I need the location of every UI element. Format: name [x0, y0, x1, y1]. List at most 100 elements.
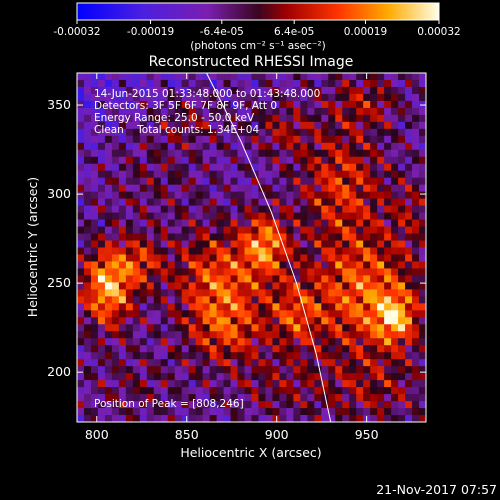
heatmap-pixel: [146, 93, 155, 102]
heatmap-pixel: [230, 415, 239, 422]
heatmap-pixel: [251, 408, 260, 416]
heatmap-pixel: [118, 408, 127, 416]
heatmap-pixel: [258, 317, 267, 325]
heatmap-pixel: [342, 177, 350, 186]
heatmap-pixel: [244, 261, 253, 270]
heatmap-pixel: [174, 352, 183, 360]
heatmap-pixel: [181, 135, 190, 144]
heatmap-pixel: [286, 156, 294, 165]
heatmap-pixel: [181, 296, 190, 304]
heatmap-pixel: [286, 296, 294, 304]
heatmap-pixel: [202, 331, 211, 339]
heatmap-pixel: [111, 415, 120, 422]
heatmap-pixel: [377, 394, 385, 402]
heatmap-pixel: [251, 310, 260, 318]
heatmap-pixel: [216, 240, 225, 249]
heatmap-pixel: [146, 317, 155, 325]
heatmap-pixel: [202, 233, 211, 242]
heatmap-pixel: [293, 359, 301, 367]
heatmap-pixel: [167, 303, 176, 311]
heatmap-pixel: [363, 121, 371, 130]
heatmap-pixel: [258, 331, 267, 339]
heatmap-pixel: [230, 303, 239, 311]
heatmap-pixel: [160, 394, 169, 402]
heatmap-pixel: [307, 352, 315, 360]
heatmap-pixel: [300, 73, 308, 81]
heatmap-pixel: [160, 338, 169, 346]
heatmap-pixel: [139, 226, 148, 235]
heatmap-pixel: [90, 184, 99, 193]
heatmap-pixel: [293, 254, 301, 263]
heatmap-pixel: [321, 289, 329, 297]
heatmap-pixel: [153, 93, 162, 102]
heatmap-pixel: [167, 394, 176, 402]
heatmap-pixel: [167, 268, 176, 277]
heatmap-pixel: [223, 163, 232, 172]
heatmap-pixel: [125, 415, 134, 422]
heatmap-pixel: [223, 170, 232, 179]
heatmap-pixel: [202, 408, 211, 416]
heatmap-pixel: [342, 121, 350, 130]
heatmap-pixel: [377, 401, 385, 409]
heatmap-pixel: [111, 93, 120, 102]
heatmap-pixel: [377, 345, 385, 353]
heatmap-pixel: [216, 198, 225, 207]
heatmap-pixel: [83, 100, 92, 109]
heatmap-pixel: [286, 352, 294, 360]
heatmap-pixel: [97, 142, 106, 151]
heatmap-pixel: [118, 128, 127, 137]
heatmap-pixel: [216, 282, 225, 290]
heatmap-pixel: [335, 86, 343, 95]
heatmap-pixel: [104, 121, 113, 130]
heatmap-pixel: [195, 275, 204, 283]
heatmap-pixel: [384, 366, 392, 374]
heatmap-pixel: [216, 128, 225, 137]
heatmap-pixel: [258, 366, 267, 374]
heatmap-pixel: [398, 219, 406, 228]
heatmap-pixel: [132, 93, 141, 102]
heatmap-pixel: [244, 268, 253, 277]
heatmap-pixel: [153, 268, 162, 277]
heatmap-pixel: [188, 296, 197, 304]
heatmap-pixel: [77, 156, 85, 165]
heatmap-pixel: [405, 331, 413, 339]
heatmap-pixel: [335, 191, 343, 200]
heatmap-pixel: [118, 170, 127, 179]
heatmap-pixel: [412, 170, 420, 179]
heatmap-pixel: [279, 254, 287, 263]
heatmap-pixel: [419, 184, 426, 193]
heatmap-pixel: [223, 387, 232, 395]
heatmap-pixel: [321, 121, 329, 130]
heatmap-pixel: [83, 240, 92, 249]
heatmap-pixel: [118, 373, 127, 381]
heatmap-pixel: [153, 128, 162, 137]
colorbar-tick-label: -0.00032: [53, 26, 100, 38]
heatmap-pixel: [139, 184, 148, 193]
heatmap-pixel: [258, 149, 267, 158]
heatmap-pixel: [272, 352, 281, 360]
heatmap-pixel: [77, 338, 85, 346]
heatmap-pixel: [328, 394, 336, 402]
heatmap-pixel: [244, 170, 253, 179]
heatmap-pixel: [139, 233, 148, 242]
heatmap-pixel: [258, 121, 267, 130]
heatmap-pixel: [132, 149, 141, 158]
heatmap-pixel: [377, 373, 385, 381]
heatmap-pixel: [293, 289, 301, 297]
heatmap-pixel: [272, 331, 281, 339]
heatmap-pixel: [314, 366, 322, 374]
heatmap-pixel: [97, 198, 106, 207]
heatmap-pixel: [405, 79, 413, 88]
heatmap-pixel: [139, 261, 148, 270]
heatmap-pixel: [398, 233, 406, 242]
colorbar-tick-label: 0.00019: [344, 26, 387, 38]
heatmap-pixel: [335, 79, 343, 88]
heatmap-pixel: [174, 415, 183, 422]
heatmap-pixel: [251, 261, 260, 270]
heatmap-pixel: [419, 331, 426, 339]
heatmap-pixel: [265, 135, 274, 144]
heatmap-pixel: [216, 380, 225, 388]
heatmap-pixel: [167, 205, 176, 214]
heatmap-pixel: [377, 254, 385, 263]
heatmap-pixel: [237, 79, 246, 88]
